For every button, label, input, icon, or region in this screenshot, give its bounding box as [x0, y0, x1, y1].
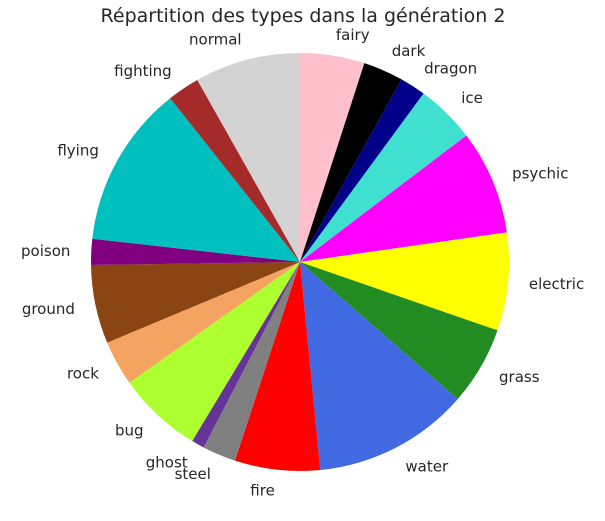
slice-label-flying: flying: [57, 142, 99, 160]
slice-label-water: water: [405, 457, 449, 475]
slice-label-ghost: ghost: [146, 454, 188, 472]
pie-slice-rock: [107, 262, 300, 383]
pie-slice-electric: [300, 232, 509, 331]
slice-label-fighting: fighting: [114, 62, 172, 80]
chart-title: Répartition des types dans la génération…: [101, 5, 506, 27]
pie-slices: [90, 53, 509, 472]
slice-label-fairy: fairy: [336, 26, 370, 44]
pie-slice-ice: [300, 93, 467, 263]
pie-slice-ground: [91, 262, 301, 343]
pie-slice-poison: [90, 238, 300, 265]
pie-slice-grass: [300, 262, 498, 400]
slice-label-poison: poison: [21, 242, 70, 260]
slice-label-dragon: dragon: [424, 60, 477, 78]
slice-label-bug: bug: [115, 421, 144, 439]
slice-label-grass: grass: [499, 368, 540, 386]
pie-slice-water: [300, 262, 458, 471]
slice-label-fire: fire: [250, 482, 275, 500]
pie-slice-psychic: [300, 135, 507, 262]
slice-label-rock: rock: [67, 364, 99, 382]
pie-slice-bug: [129, 262, 300, 442]
pie-slice-dark: [300, 63, 402, 262]
pie-slice-fairy: [300, 53, 365, 262]
slice-label-normal: normal: [189, 31, 242, 49]
pie-slice-fighting: [170, 79, 300, 262]
pie-slice-fire: [234, 262, 321, 472]
slice-label-ice: ice: [461, 89, 483, 107]
slice-label-electric: electric: [529, 275, 584, 293]
pie-slice-normal: [197, 53, 300, 262]
pie-slice-steel: [203, 262, 300, 461]
slice-label-steel: steel: [175, 465, 211, 483]
pie-slice-dragon: [300, 79, 424, 262]
pie-slice-ghost: [192, 262, 300, 448]
slice-label-psychic: psychic: [512, 164, 568, 182]
pie-slice-flying: [92, 98, 300, 262]
slice-label-ground: ground: [22, 300, 75, 318]
slice-label-dark: dark: [392, 42, 426, 60]
